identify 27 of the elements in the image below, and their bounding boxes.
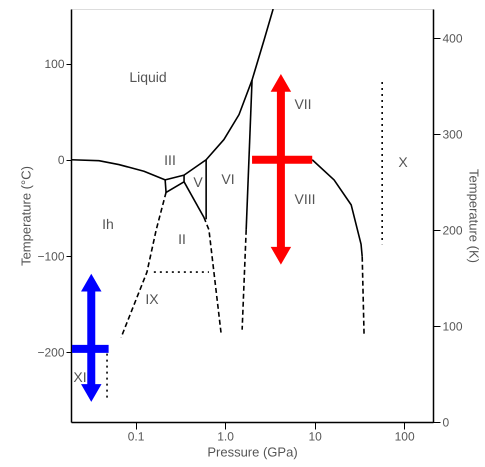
y2-axis-title: Temperature (K) (466, 169, 482, 263)
annotation: Liquid (129, 69, 167, 85)
y2-tick-label: 0 (442, 416, 450, 430)
y-tick-label: 0 (58, 153, 65, 168)
y-tick-label: −100 (37, 249, 65, 264)
y-tick-label: −200 (37, 345, 65, 360)
y-tick-label: 100 (44, 57, 65, 72)
annotation: X (398, 154, 408, 170)
x-axis-title: Pressure (GPa) (207, 444, 298, 460)
y2-tick-label: 200 (442, 223, 463, 238)
annotation: III (164, 152, 176, 168)
annotation: Ih (102, 216, 114, 232)
y2-tick-label: 100 (442, 319, 463, 334)
annotation: IX (145, 291, 160, 307)
y-axis-title: Temperature (°C) (18, 166, 34, 266)
annotation: VIII (294, 191, 316, 207)
annotation: V (193, 174, 204, 190)
y2-tick-label: 300 (442, 127, 463, 142)
x-tick-label: 100 (394, 430, 415, 444)
x-tick-label: 0.1 (128, 430, 145, 444)
x-tick-label: 10 (308, 430, 322, 444)
annotation: XI (73, 369, 87, 385)
y2-tick-label: 400 (442, 31, 463, 46)
annotation: II (178, 231, 186, 247)
annotation: VI (221, 171, 235, 187)
x-tick-label: 1.0 (217, 430, 234, 444)
annotation: VII (294, 96, 312, 112)
